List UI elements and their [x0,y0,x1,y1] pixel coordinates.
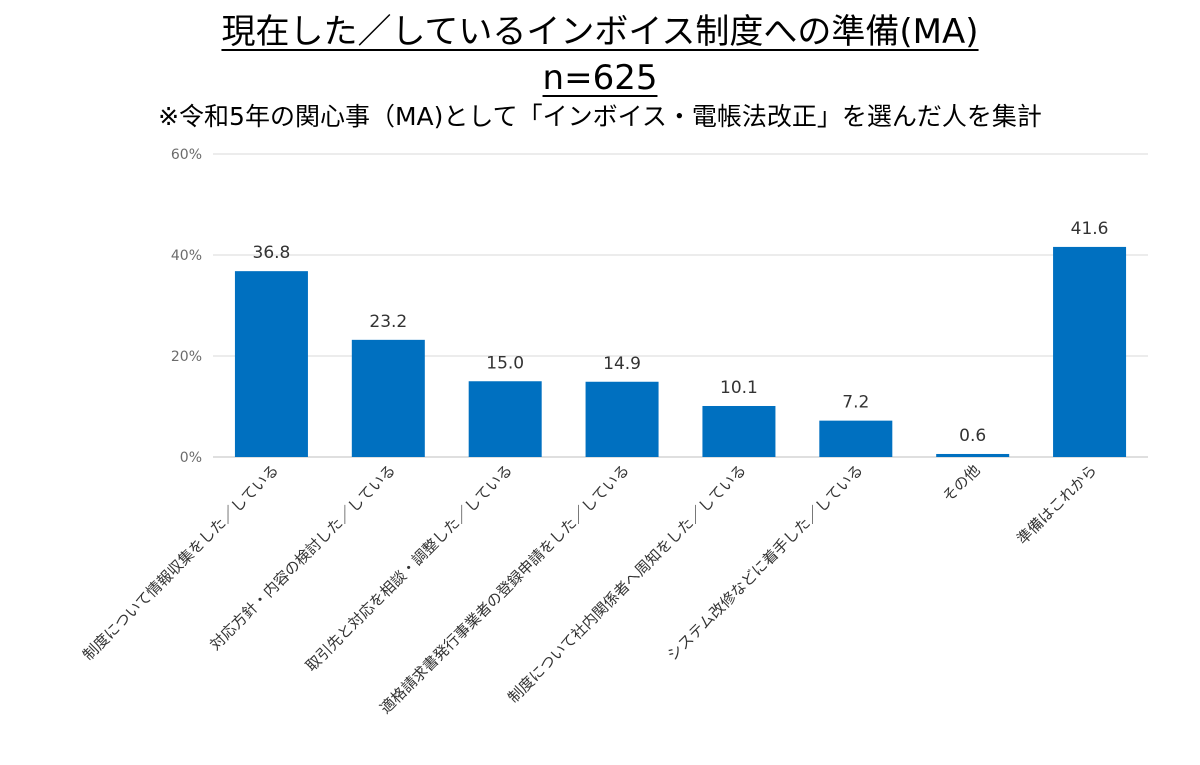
data-label: 7.2 [842,393,869,413]
y-tick-label: 0% [180,450,202,466]
category-label: 制度について社内関係者へ周知をした／している [504,461,749,706]
bar [1053,246,1127,457]
y-tick-label: 60% [171,147,202,163]
y-tick-label: 40% [171,248,202,264]
category-label: 適格請求書発行事業者の登録申請をした／している [377,461,633,717]
data-label: 36.8 [253,243,291,263]
data-label: 0.6 [959,426,986,446]
data-label: 15.0 [486,353,524,373]
bar [819,420,893,457]
category-label: 取引先と対応を相談・調整した／している [302,461,516,675]
y-tick-label: 20% [171,349,202,365]
chart-note: ※令和5年の関心事（MA)として「インボイス・電帳法改正」を選んだ人を集計 [158,102,1042,131]
data-labels: 36.8 23.2 15.0 14.9 10.1 7.2 0.6 41.6 [253,219,1109,446]
category-label: 制度について情報収集をした／している [79,461,282,664]
data-label: 41.6 [1071,219,1109,239]
bar [702,405,776,457]
bar [585,381,659,457]
bar [468,381,542,457]
category-label: 準備はこれから [1013,461,1100,548]
x-axis-labels: 制度について情報収集をした／している対応方針・内容の検討した／している取引先と対… [79,461,1100,717]
category-label: 対応方針・内容の検討した／している [206,461,399,654]
category-label: その他 [939,461,984,506]
bar [234,271,308,457]
category-label: システム改修などに着手した／している [664,461,867,664]
data-label: 23.2 [369,312,407,332]
bar [351,339,425,457]
sample-size: n=625 [542,58,658,98]
bar [936,453,1010,457]
chart-title: 現在した／しているインボイス制度への準備(MA) [221,12,979,52]
data-label: 14.9 [603,354,641,374]
data-label: 10.1 [720,378,758,398]
bars [234,246,1127,457]
y-axis-ticks: 0% 20% 40% 60% [171,147,202,466]
